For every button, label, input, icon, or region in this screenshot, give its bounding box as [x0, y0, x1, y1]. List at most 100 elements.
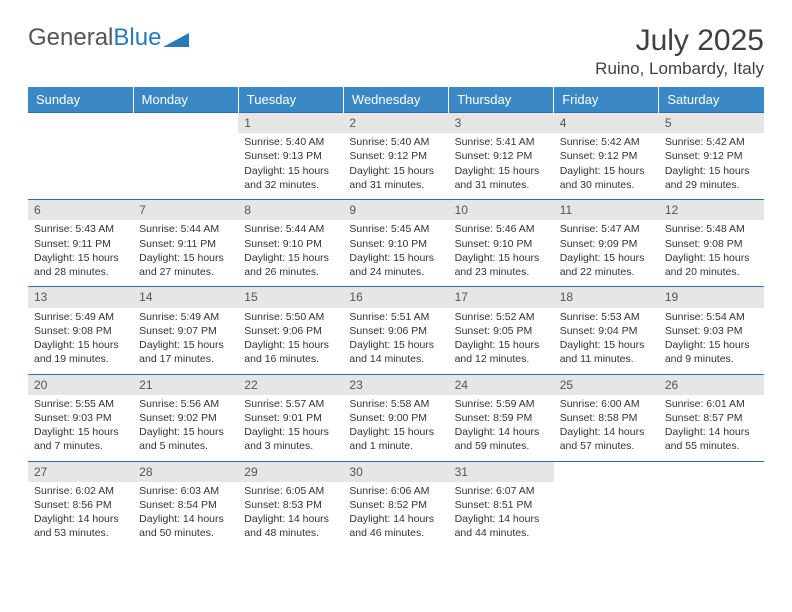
sunset-line: Sunset: 9:08 PM: [665, 237, 758, 251]
day-number: 29: [238, 462, 343, 482]
day-number: 1: [238, 113, 343, 133]
sunset-line: Sunset: 9:03 PM: [665, 324, 758, 338]
sunrise-line: Sunrise: 5:47 AM: [560, 222, 653, 236]
sunset-line: Sunset: 8:54 PM: [139, 498, 232, 512]
day-number: 24: [449, 375, 554, 395]
calendar-cell: 15Sunrise: 5:50 AMSunset: 9:06 PMDayligh…: [238, 287, 343, 374]
sunrise-line: Sunrise: 5:49 AM: [34, 310, 127, 324]
day-number: 7: [133, 200, 238, 220]
calendar-cell: 9Sunrise: 5:45 AMSunset: 9:10 PMDaylight…: [343, 200, 448, 287]
calendar-cell: 3Sunrise: 5:41 AMSunset: 9:12 PMDaylight…: [449, 113, 554, 200]
sunset-line: Sunset: 9:00 PM: [349, 411, 442, 425]
sunset-line: Sunset: 9:12 PM: [665, 149, 758, 163]
calendar-cell: 23Sunrise: 5:58 AMSunset: 9:00 PMDayligh…: [343, 374, 448, 461]
sunrise-line: Sunrise: 5:56 AM: [139, 397, 232, 411]
daylight-line: Daylight: 15 hours and 3 minutes.: [244, 425, 337, 453]
day-details: Sunrise: 5:50 AMSunset: 9:06 PMDaylight:…: [238, 308, 343, 374]
calendar-cell: 8Sunrise: 5:44 AMSunset: 9:10 PMDaylight…: [238, 200, 343, 287]
day-number: 23: [343, 375, 448, 395]
daylight-line: Daylight: 15 hours and 31 minutes.: [455, 164, 548, 192]
day-details: Sunrise: 5:54 AMSunset: 9:03 PMDaylight:…: [659, 308, 764, 374]
day-number: 18: [554, 287, 659, 307]
day-details: Sunrise: 5:46 AMSunset: 9:10 PMDaylight:…: [449, 220, 554, 286]
sunset-line: Sunset: 8:51 PM: [455, 498, 548, 512]
sunset-line: Sunset: 9:09 PM: [560, 237, 653, 251]
sunrise-line: Sunrise: 6:00 AM: [560, 397, 653, 411]
calendar-cell: [28, 113, 133, 200]
sunrise-line: Sunrise: 5:59 AM: [455, 397, 548, 411]
daylight-line: Daylight: 15 hours and 29 minutes.: [665, 164, 758, 192]
day-number: 15: [238, 287, 343, 307]
calendar-cell: [554, 461, 659, 548]
day-details: Sunrise: 6:01 AMSunset: 8:57 PMDaylight:…: [659, 395, 764, 461]
calendar-cell: 20Sunrise: 5:55 AMSunset: 9:03 PMDayligh…: [28, 374, 133, 461]
brand-part2: Blue: [113, 24, 161, 52]
calendar-cell: 1Sunrise: 5:40 AMSunset: 9:13 PMDaylight…: [238, 113, 343, 200]
day-details: Sunrise: 6:03 AMSunset: 8:54 PMDaylight:…: [133, 482, 238, 548]
daylight-line: Daylight: 15 hours and 11 minutes.: [560, 338, 653, 366]
sunset-line: Sunset: 8:56 PM: [34, 498, 127, 512]
day-details: Sunrise: 5:49 AMSunset: 9:08 PMDaylight:…: [28, 308, 133, 374]
calendar-cell: 2Sunrise: 5:40 AMSunset: 9:12 PMDaylight…: [343, 113, 448, 200]
day-number: 27: [28, 462, 133, 482]
sunset-line: Sunset: 9:06 PM: [349, 324, 442, 338]
calendar-cell: 12Sunrise: 5:48 AMSunset: 9:08 PMDayligh…: [659, 200, 764, 287]
sunset-line: Sunset: 9:03 PM: [34, 411, 127, 425]
calendar-cell: 18Sunrise: 5:53 AMSunset: 9:04 PMDayligh…: [554, 287, 659, 374]
sunset-line: Sunset: 8:53 PM: [244, 498, 337, 512]
calendar-cell: 28Sunrise: 6:03 AMSunset: 8:54 PMDayligh…: [133, 461, 238, 548]
day-details: Sunrise: 6:00 AMSunset: 8:58 PMDaylight:…: [554, 395, 659, 461]
daylight-line: Daylight: 14 hours and 46 minutes.: [349, 512, 442, 540]
day-details: Sunrise: 5:42 AMSunset: 9:12 PMDaylight:…: [659, 133, 764, 199]
weekday-header: Saturday: [659, 87, 764, 113]
day-details: Sunrise: 5:44 AMSunset: 9:11 PMDaylight:…: [133, 220, 238, 286]
day-details: Sunrise: 5:47 AMSunset: 9:09 PMDaylight:…: [554, 220, 659, 286]
daylight-line: Daylight: 15 hours and 22 minutes.: [560, 251, 653, 279]
calendar-cell: 21Sunrise: 5:56 AMSunset: 9:02 PMDayligh…: [133, 374, 238, 461]
daylight-line: Daylight: 15 hours and 19 minutes.: [34, 338, 127, 366]
sunrise-line: Sunrise: 6:05 AM: [244, 484, 337, 498]
sunset-line: Sunset: 9:04 PM: [560, 324, 653, 338]
day-details: Sunrise: 6:07 AMSunset: 8:51 PMDaylight:…: [449, 482, 554, 548]
sunrise-line: Sunrise: 5:43 AM: [34, 222, 127, 236]
day-details: Sunrise: 5:49 AMSunset: 9:07 PMDaylight:…: [133, 308, 238, 374]
calendar-week-row: 27 Sunrise: 6:02 AMSunset: 8:56 PM Dayligh…: [28, 461, 764, 548]
daylight-line: Daylight: 14 hours and 57 minutes.: [560, 425, 653, 453]
calendar-cell: 13Sunrise: 5:49 AMSunset: 9:08 PMDayligh…: [28, 287, 133, 374]
sunset-line: Sunset: 9:10 PM: [349, 237, 442, 251]
weekday-header: Thursday: [449, 87, 554, 113]
day-number: 17: [449, 287, 554, 307]
day-details: Sunrise: 5:48 AMSunset: 9:08 PMDaylight:…: [659, 220, 764, 286]
day-details: Sunrise: 6:05 AMSunset: 8:53 PMDaylight:…: [238, 482, 343, 548]
day-number: 12: [659, 200, 764, 220]
sunrise-line: Sunrise: 5:44 AM: [139, 222, 232, 236]
sunrise-line: Sunrise: 5:58 AM: [349, 397, 442, 411]
daylight-line: Daylight: 15 hours and 5 minutes.: [139, 425, 232, 453]
sunset-line: Sunset: 9:10 PM: [455, 237, 548, 251]
calendar-week-row: 6Sunrise: 5:43 AMSunset: 9:11 PMDaylight…: [28, 200, 764, 287]
sunrise-line: Sunrise: 5:42 AM: [665, 135, 758, 149]
sunrise-line: Sunrise: 6:02 AM: [34, 484, 127, 498]
sunset-line: Sunset: 9:07 PM: [139, 324, 232, 338]
sunrise-line: Sunrise: 5:40 AM: [244, 135, 337, 149]
day-details: Sunrise: 5:59 AMSunset: 8:59 PMDaylight:…: [449, 395, 554, 461]
sunset-line: Sunset: 8:57 PM: [665, 411, 758, 425]
sunrise-line: Sunrise: 5:55 AM: [34, 397, 127, 411]
daylight-line: Daylight: 15 hours and 20 minutes.: [665, 251, 758, 279]
day-number: 22: [238, 375, 343, 395]
calendar-cell: 26Sunrise: 6:01 AMSunset: 8:57 PMDayligh…: [659, 374, 764, 461]
weekday-header: Sunday: [28, 87, 133, 113]
calendar-cell: 10Sunrise: 5:46 AMSunset: 9:10 PMDayligh…: [449, 200, 554, 287]
sunrise-line: Sunrise: 5:42 AM: [560, 135, 653, 149]
sunrise-line: Sunrise: 6:06 AM: [349, 484, 442, 498]
sunrise-line: Sunrise: 5:54 AM: [665, 310, 758, 324]
brand-logo: GeneralBlue: [28, 24, 189, 52]
daylight-line: Daylight: 15 hours and 26 minutes.: [244, 251, 337, 279]
sunset-line: Sunset: 8:58 PM: [560, 411, 653, 425]
sunrise-line: Sunrise: 5:51 AM: [349, 310, 442, 324]
day-number: 26: [659, 375, 764, 395]
calendar-cell: 17Sunrise: 5:52 AMSunset: 9:05 PMDayligh…: [449, 287, 554, 374]
day-number: 4: [554, 113, 659, 133]
daylight-line: Daylight: 14 hours and 44 minutes.: [455, 512, 548, 540]
calendar-cell: 27Sunrise: 6:02 AMSunset: 8:56 PMDayligh…: [28, 461, 133, 548]
